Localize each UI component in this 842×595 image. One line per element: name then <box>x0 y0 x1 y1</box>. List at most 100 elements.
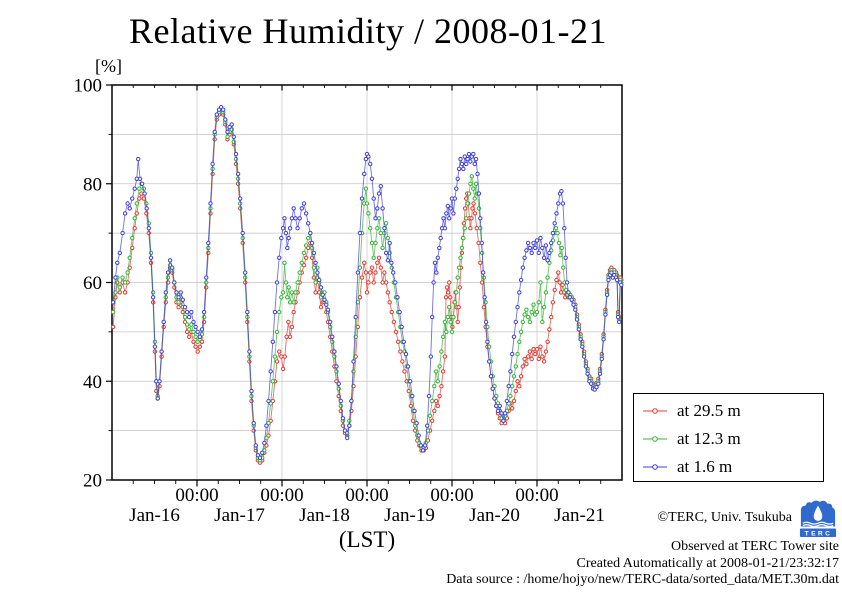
data-point <box>449 329 455 335</box>
data-point <box>193 344 198 349</box>
data-point <box>554 277 559 283</box>
data-point <box>280 290 286 295</box>
data-point <box>270 339 275 344</box>
data-point <box>371 196 376 201</box>
data-point <box>416 433 421 438</box>
data-point <box>148 255 154 260</box>
data-point <box>193 334 198 339</box>
data-point <box>291 206 296 211</box>
data-point <box>349 398 354 404</box>
data-point <box>155 396 160 401</box>
data-point <box>520 319 525 325</box>
data-point <box>601 337 606 342</box>
data-point <box>389 309 394 315</box>
data-point <box>378 265 383 270</box>
data-point <box>368 226 373 231</box>
data-point <box>178 290 183 295</box>
data-point <box>338 398 343 404</box>
data-point <box>448 319 453 325</box>
data-point <box>518 329 524 335</box>
data-point <box>289 324 295 330</box>
data-point <box>439 349 444 354</box>
data-point <box>448 206 453 211</box>
data-point <box>517 384 522 389</box>
data-point <box>603 312 608 317</box>
data-point <box>547 250 552 256</box>
data-point <box>204 275 209 280</box>
data-point <box>152 344 158 349</box>
data-point <box>454 290 459 295</box>
data-point <box>485 339 490 344</box>
data-point <box>363 156 369 162</box>
data-point <box>382 270 387 275</box>
data-point <box>380 245 385 251</box>
data-point <box>444 329 449 335</box>
data-point <box>383 250 389 256</box>
data-point <box>382 226 387 231</box>
data-point <box>541 305 547 310</box>
data-point <box>279 295 284 300</box>
data-point <box>525 240 531 246</box>
legend-label-1.6m: at 1.6 m <box>677 457 733 476</box>
data-point <box>137 186 142 191</box>
data-point <box>563 255 568 260</box>
data-point <box>515 305 520 310</box>
data-point <box>233 151 239 157</box>
data-point <box>291 309 296 315</box>
data-point <box>543 349 549 354</box>
data-point <box>558 253 563 258</box>
data-point <box>357 295 363 300</box>
data-point <box>396 339 401 344</box>
data-point <box>122 280 128 285</box>
data-point <box>122 290 128 295</box>
data-point <box>301 201 307 206</box>
data-point <box>510 406 515 411</box>
data-point <box>285 245 290 251</box>
data-point <box>189 309 194 315</box>
data-point <box>520 265 525 270</box>
data-point <box>445 290 451 295</box>
day-label: Jan-17 <box>214 505 265 526</box>
data-point <box>182 305 188 310</box>
data-point <box>368 161 373 167</box>
data-point <box>556 270 561 275</box>
data-point <box>430 398 435 404</box>
data-point <box>437 245 442 251</box>
data-point <box>442 354 448 359</box>
data-point <box>334 364 339 369</box>
data-point <box>482 295 487 300</box>
data-point <box>383 221 389 226</box>
data-point <box>283 230 289 236</box>
data-point <box>320 292 325 297</box>
chart-title: Relative Humidity / 2008-01-21 <box>129 11 607 51</box>
data-point <box>393 329 399 335</box>
data-point <box>280 226 286 231</box>
data-point <box>174 290 179 295</box>
data-point <box>325 307 331 312</box>
data-point <box>619 282 624 288</box>
data-point <box>452 196 457 201</box>
data-point <box>376 216 382 221</box>
data-point <box>488 374 494 379</box>
data-point <box>440 369 446 374</box>
data-point <box>306 221 311 226</box>
data-point <box>448 295 453 300</box>
data-point <box>193 324 198 330</box>
data-point <box>287 226 293 231</box>
data-point <box>245 309 250 315</box>
data-point <box>277 349 282 354</box>
data-point <box>428 354 433 359</box>
data-point <box>182 314 188 320</box>
data-point <box>163 290 169 295</box>
data-point <box>229 122 234 127</box>
data-point <box>385 258 391 263</box>
data-point <box>549 314 554 320</box>
data-point <box>518 277 524 283</box>
data-point <box>451 211 456 216</box>
data-point <box>522 255 527 260</box>
data-point <box>309 240 315 246</box>
data-point <box>363 186 369 191</box>
data-point <box>191 339 196 344</box>
data-point <box>538 235 543 241</box>
